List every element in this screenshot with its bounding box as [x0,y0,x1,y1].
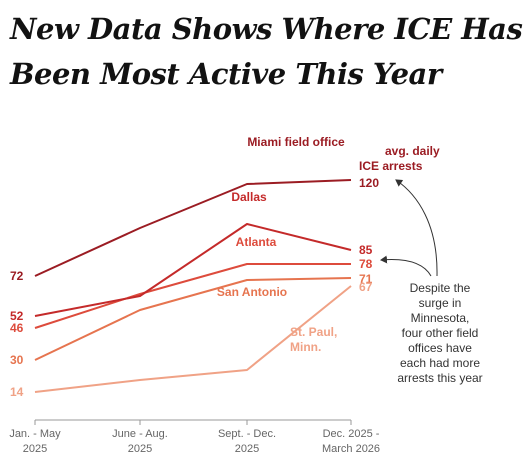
start-value-sanantonio: 30 [10,353,24,367]
start-value-dallas: 52 [10,309,24,323]
x-tick-label: March 2026 [322,443,380,455]
headline-line-2: Been Most Active This Year [9,57,445,91]
series-layer [34,179,352,393]
series-line-dallas [34,223,352,317]
annotation-note-line: Minnesota, [411,311,470,325]
annotation-note-line: four other field [402,326,479,340]
x-tick-label: 2025 [23,443,47,455]
start-value-stpaul: 14 [10,385,24,399]
series-line-sanantonio [34,277,352,361]
end-value-stpaul: 67 [359,280,373,294]
x-tick-label: June - Aug. [112,428,168,440]
x-tick-label: 2025 [128,443,152,455]
series-name-sanantonio: San Antonio [217,285,287,299]
end-value-miami: 120 [359,176,379,190]
annotation-note-line: each had more [400,356,480,370]
series-name-miami: Miami field office [247,135,345,149]
annotation-arrow-group [380,255,432,277]
x-tick-label: Sept. - Dec. [218,428,276,440]
series-name-stpaul: St. Paul, [290,325,337,339]
end-value-atlanta: 78 [359,257,373,271]
x-tick-label: Dec. 2025 - [323,428,380,440]
annotation-note-line: Despite the [410,281,471,295]
annotation-note-line: surge in [419,296,462,310]
end-value-dallas: 85 [359,243,373,257]
series-line-miami [34,179,352,277]
unit-label: ICE arrests [359,159,423,173]
unit-label: avg. daily [385,144,440,158]
annotation-note-line: arrests this year [397,371,482,385]
headline-line-1: New Data Shows Where ICE Has [9,12,522,46]
series-line-atlanta [34,263,351,329]
start-value-atlanta: 46 [10,321,24,335]
start-value-miami: 72 [10,269,24,283]
end-value-sanantonio: 71 [359,272,373,286]
annotation-note-line: offices have [408,341,472,355]
x-tick-label: 2025 [235,443,259,455]
series-name-atlanta: Atlanta [236,235,277,249]
series-name-stpaul: Minn. [290,340,321,354]
series-line-stpaul [34,285,352,393]
x-tick-label: Jan. - May [9,428,61,440]
x-axis: Jan. - May 2025 June - Aug. 2025 Sept. - Dec… [9,419,380,455]
annotation-arrow-miami [395,179,438,277]
series-name-dallas: Dallas [231,190,267,204]
